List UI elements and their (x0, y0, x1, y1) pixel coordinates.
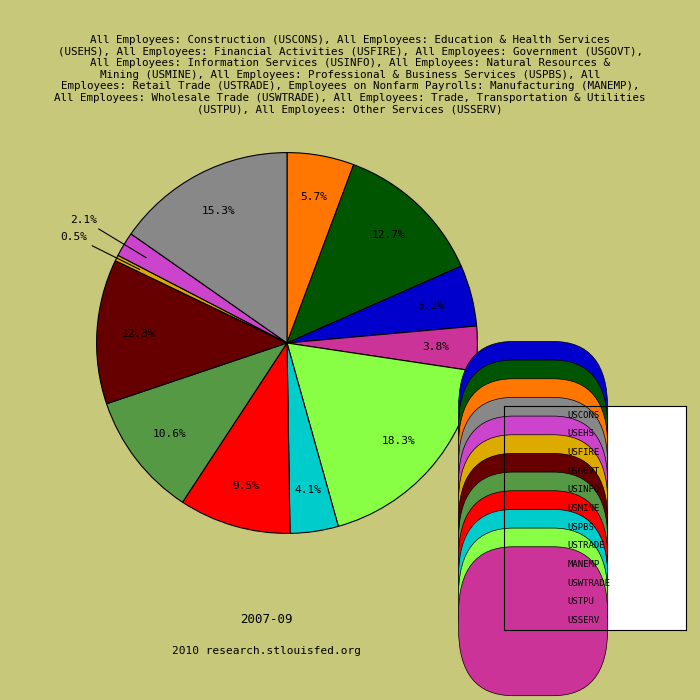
Text: 12.3%: 12.3% (122, 329, 155, 339)
FancyBboxPatch shape (458, 435, 608, 584)
Wedge shape (287, 153, 354, 343)
Wedge shape (97, 260, 287, 404)
Wedge shape (287, 343, 475, 526)
FancyBboxPatch shape (458, 398, 608, 547)
Text: USTPU: USTPU (568, 598, 594, 606)
FancyBboxPatch shape (458, 360, 608, 509)
FancyBboxPatch shape (458, 472, 608, 621)
Text: 10.6%: 10.6% (153, 429, 186, 439)
Text: 12.7%: 12.7% (372, 230, 406, 240)
Text: MANEMP: MANEMP (568, 560, 600, 569)
Wedge shape (183, 343, 290, 533)
Text: 5.7%: 5.7% (300, 192, 327, 202)
Text: 0.5%: 0.5% (0, 699, 1, 700)
Text: 2010 research.stlouisfed.org: 2010 research.stlouisfed.org (172, 647, 360, 657)
FancyBboxPatch shape (458, 528, 608, 677)
Text: USPBS: USPBS (568, 523, 594, 532)
Text: USWTRADE: USWTRADE (568, 579, 610, 588)
FancyBboxPatch shape (458, 510, 608, 659)
Wedge shape (287, 164, 461, 343)
Text: 2007-09: 2007-09 (239, 613, 293, 626)
Text: 0.5%: 0.5% (60, 232, 140, 270)
Text: 5.2%: 5.2% (417, 301, 444, 311)
Wedge shape (287, 326, 477, 371)
Wedge shape (118, 234, 287, 343)
Text: USCONS: USCONS (568, 411, 600, 420)
Text: 15.3%: 15.3% (202, 206, 235, 216)
Text: USSERV: USSERV (568, 616, 600, 625)
Wedge shape (131, 153, 287, 343)
FancyBboxPatch shape (458, 547, 608, 696)
Text: 18.3%: 18.3% (382, 436, 415, 447)
Text: USGOVT: USGOVT (568, 467, 600, 476)
Text: 3.8%: 3.8% (422, 342, 449, 352)
Text: 2.1%: 2.1% (0, 699, 1, 700)
FancyBboxPatch shape (458, 379, 608, 528)
Wedge shape (106, 343, 287, 502)
Wedge shape (116, 256, 287, 343)
Text: 4.1%: 4.1% (295, 485, 322, 495)
Text: USMINE: USMINE (568, 504, 600, 513)
Text: USTRADE: USTRADE (568, 542, 606, 550)
FancyBboxPatch shape (458, 491, 608, 640)
Text: 2.1%: 2.1% (70, 215, 146, 258)
FancyBboxPatch shape (458, 342, 608, 491)
Wedge shape (287, 266, 477, 343)
Text: 9.5%: 9.5% (232, 481, 259, 491)
Text: All Employees: Construction (USCONS), All Employees: Education & Health Services: All Employees: Construction (USCONS), Al… (55, 35, 645, 115)
FancyBboxPatch shape (458, 454, 608, 603)
Text: USINFO: USINFO (568, 486, 600, 494)
Text: USFIRE: USFIRE (568, 448, 600, 457)
Text: USEHS: USEHS (568, 430, 594, 438)
Wedge shape (287, 343, 338, 533)
FancyBboxPatch shape (458, 416, 608, 565)
